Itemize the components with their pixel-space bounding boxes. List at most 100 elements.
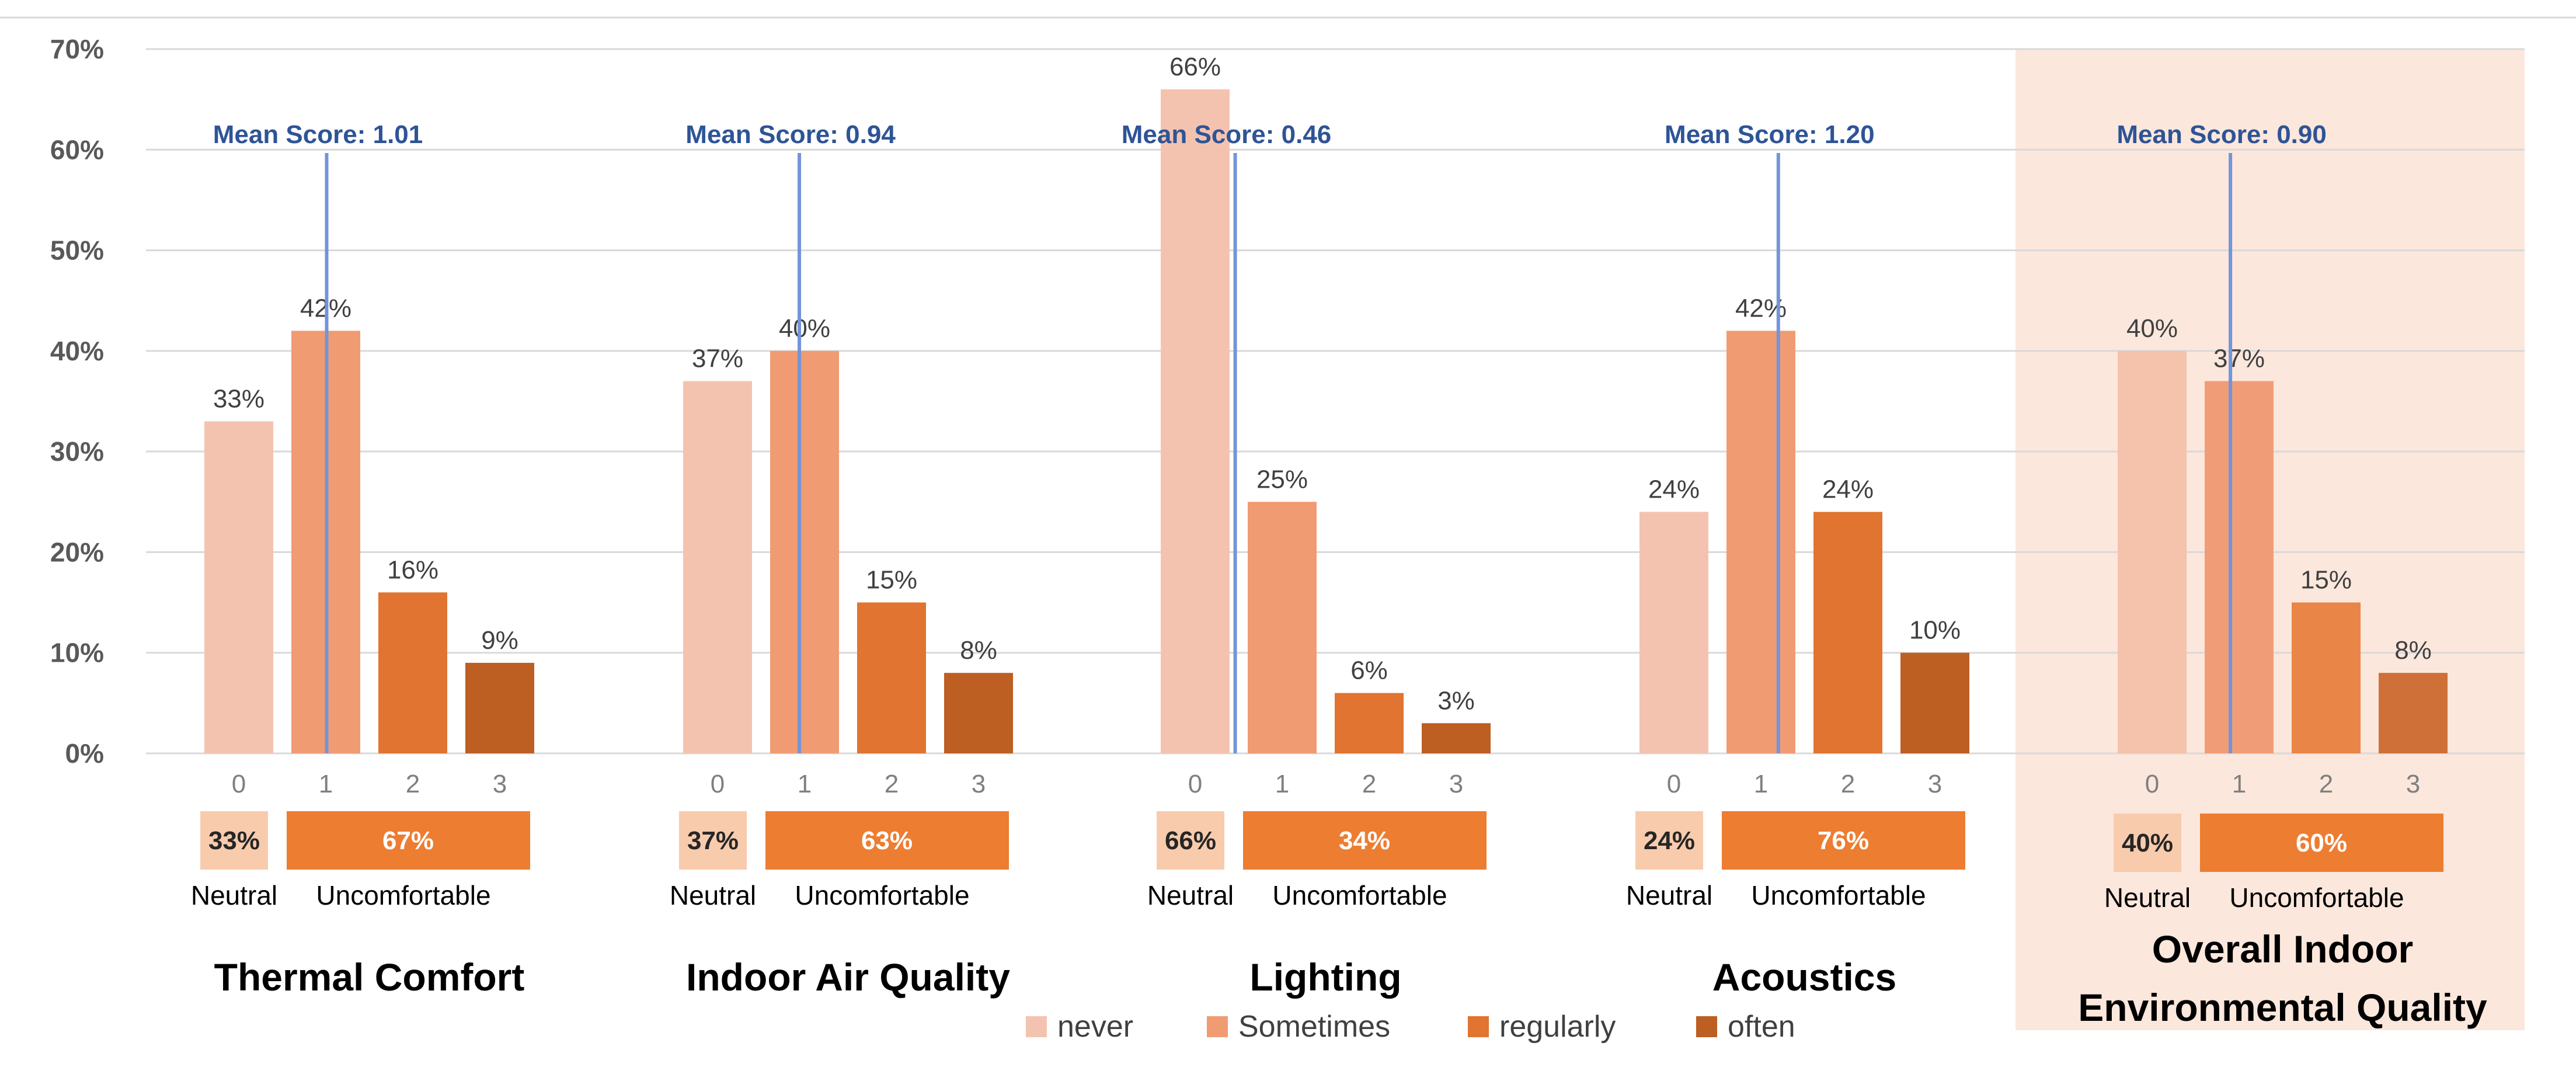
group-1-value-label: 9% [481, 626, 518, 655]
group-4-value-label: 24% [1822, 475, 1874, 504]
group-3-neutral-pct: 66% [1165, 826, 1216, 855]
group-5-x-tick-label: 1 [2232, 770, 2246, 798]
group-2-mean-label: Mean Score: 0.94 [685, 120, 896, 149]
group-3-bar-2 [1335, 693, 1404, 753]
group-4-bar-3 [1900, 652, 1969, 753]
group-1-uncomfortable-box [287, 811, 530, 870]
group-1-uncomfortable-pct: 67% [382, 826, 434, 855]
group-5-neutral-pct: 40% [2122, 829, 2173, 857]
y-tick-label: 0% [65, 738, 104, 769]
legend-swatch-1 [1026, 1016, 1047, 1037]
group-2-neutral-caption: Neutral [670, 880, 756, 910]
legend-swatch-4 [1696, 1016, 1717, 1037]
group-5-bar-1 [2205, 381, 2274, 753]
group-1-neutral-box [200, 811, 268, 870]
group-5-x-tick-label: 3 [2406, 770, 2420, 798]
group-5-uncomfortable-pct: 60% [2296, 829, 2347, 857]
group-4-x-tick-label: 0 [1667, 770, 1681, 798]
group-4-uncomfortable-caption: Uncomfortable [1751, 880, 1926, 910]
group-5-bar-0 [2118, 350, 2187, 753]
group-1-x-tick-label: 1 [319, 770, 333, 798]
group-1-bar-2 [378, 592, 447, 753]
group-4-title: Acoustics [1712, 955, 1896, 999]
group-5-bar-2 [2292, 602, 2361, 753]
group-3-x-tick-label: 2 [1362, 770, 1376, 798]
group-3-mean-label: Mean Score: 0.46 [1122, 120, 1332, 149]
group-2-value-label: 15% [866, 566, 917, 595]
group-5-mean-label: Mean Score: 0.90 [2117, 120, 2327, 149]
group-5-x-tick-label: 0 [2145, 770, 2159, 798]
group-1-x-tick-label: 3 [493, 770, 507, 798]
group-1-bar-3 [465, 662, 534, 753]
group-5-x-tick-label: 2 [2319, 770, 2333, 798]
group-5-value-label: 15% [2300, 566, 2352, 595]
group-3-x-tick-label: 1 [1275, 770, 1289, 798]
group-1-bar-0 [204, 421, 273, 753]
y-tick-label: 10% [50, 638, 104, 668]
group-1-uncomfortable-caption: Uncomfortable [316, 880, 490, 910]
legend-swatch-3 [1468, 1016, 1489, 1037]
group-2-value-label: 37% [692, 345, 743, 373]
group-5-uncomfortable-caption: Uncomfortable [2229, 882, 2404, 913]
group-3-neutral-caption: Neutral [1147, 880, 1234, 910]
y-tick-label: 70% [50, 34, 104, 64]
group-5-title-line: Environmental Quality [2078, 986, 2487, 1029]
group-4-uncomfortable-box [1722, 811, 1965, 870]
y-tick-label: 50% [50, 235, 104, 266]
group-3-value-label: 25% [1256, 465, 1308, 493]
group-5-neutral-caption: Neutral [2104, 882, 2191, 913]
group-2-value-label: 8% [960, 636, 997, 665]
legend-swatch-2 [1207, 1016, 1228, 1037]
group-3-uncomfortable-box [1243, 811, 1487, 870]
group-2-x-tick-label: 0 [711, 770, 725, 798]
group-4-neutral-box [1635, 811, 1703, 870]
group-3-value-label: 6% [1350, 656, 1388, 685]
group-4-bar-2 [1813, 512, 1882, 753]
group-2-bar-3 [944, 673, 1013, 753]
group-1-value-label: 33% [213, 384, 264, 413]
group-4-x-tick-label: 1 [1754, 770, 1768, 798]
group-3-title: Lighting [1249, 955, 1401, 999]
group-2-bar-0 [683, 381, 752, 753]
group-2-bar-1 [770, 350, 839, 753]
group-4-mean-label: Mean Score: 1.20 [1665, 120, 1875, 149]
group-2-neutral-box [679, 811, 747, 870]
group-2-x-tick-label: 1 [798, 770, 812, 798]
group-3-uncomfortable-pct: 34% [1339, 826, 1390, 855]
group-2-uncomfortable-box [765, 811, 1009, 870]
group-4-x-tick-label: 3 [1928, 770, 1942, 798]
group-5-bar-3 [2379, 673, 2448, 753]
y-tick-label: 40% [50, 336, 104, 366]
group-4-bar-1 [1726, 331, 1795, 753]
y-tick-label: 30% [50, 436, 104, 467]
group-3-value-label: 3% [1437, 686, 1475, 715]
group-3-neutral-box [1157, 811, 1224, 870]
group-4-neutral-caption: Neutral [1626, 880, 1712, 910]
group-4-value-label: 10% [1909, 616, 1961, 645]
group-3-uncomfortable-caption: Uncomfortable [1272, 880, 1447, 910]
group-2-uncomfortable-pct: 63% [861, 826, 913, 855]
group-3-x-tick-label: 0 [1188, 770, 1202, 798]
legend-label-3: regularly [1499, 1010, 1616, 1044]
group-3-x-tick-label: 3 [1449, 770, 1463, 798]
group-3-value-label: 66% [1169, 53, 1221, 81]
group-5-value-label: 8% [2394, 636, 2432, 665]
group-5-value-label: 37% [2213, 345, 2265, 373]
group-4-neutral-pct: 24% [1644, 826, 1695, 855]
group-3-bar-0 [1161, 89, 1230, 753]
group-2-uncomfortable-caption: Uncomfortable [795, 880, 969, 910]
group-3-bar-1 [1248, 502, 1317, 753]
group-5-neutral-box [2114, 814, 2181, 872]
y-tick-label: 20% [50, 537, 104, 567]
group-1-value-label: 16% [387, 555, 438, 584]
group-1-x-tick-label: 0 [232, 770, 246, 798]
group-5-value-label: 40% [2126, 314, 2178, 343]
group-2-x-tick-label: 2 [885, 770, 899, 798]
group-1-x-tick-label: 2 [406, 770, 420, 798]
legend-label-1: never [1057, 1010, 1133, 1044]
group-2-x-tick-label: 3 [972, 770, 986, 798]
group-1-mean-label: Mean Score: 1.01 [213, 120, 423, 149]
group-4-value-label: 24% [1648, 475, 1700, 504]
legend-label-2: Sometimes [1238, 1010, 1390, 1044]
